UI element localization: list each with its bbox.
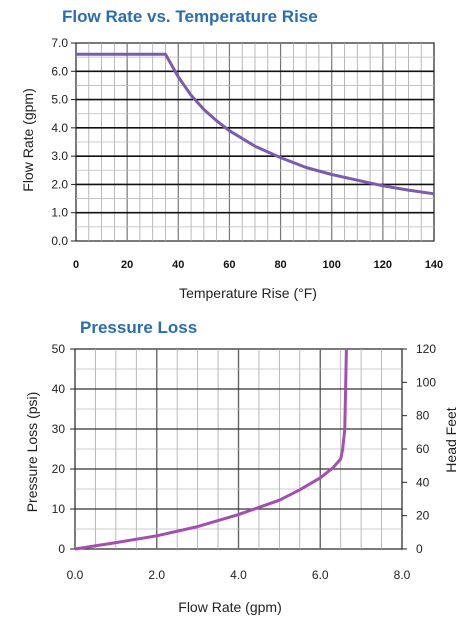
chart2-x-tick-label: 6.0 bbox=[312, 568, 329, 582]
chart2-y2-ticks: 0 20 40 60 80 100 120 bbox=[402, 342, 436, 556]
chart1-y-tick-label: 6.0 bbox=[51, 64, 68, 78]
flow-rate-vs-temperature-chart: Flow Rate vs. Temperature Rise 0.0 1.0 2.0… bbox=[20, 7, 443, 301]
chart2-y-axis-label: Pressure Loss (psi) bbox=[24, 392, 40, 513]
chart2-x-tick-label: 0.0 bbox=[67, 568, 84, 582]
chart2-y2-tick-label: 20 bbox=[416, 509, 430, 523]
chart2-y-tick-label: 0 bbox=[58, 542, 65, 556]
chart2-x-tick-label: 2.0 bbox=[148, 568, 165, 582]
pressure-loss-chart: Pressure Loss 0 10 20 30 40 50 0 20 40 60 80 100 12… bbox=[24, 318, 459, 615]
chart2-y2-tick-label: 120 bbox=[416, 342, 436, 356]
chart2-x-tick-label: 4.0 bbox=[230, 568, 247, 582]
chart1-y-ticks: 0.0 1.0 2.0 3.0 4.0 5.0 6.0 7.0 bbox=[51, 36, 76, 248]
chart1-title: Flow Rate vs. Temperature Rise bbox=[62, 7, 318, 26]
chart2-x-tick-label: 8.0 bbox=[394, 568, 411, 582]
chart1-x-tick-label: 80 bbox=[274, 259, 286, 271]
chart2-y-tick-label: 20 bbox=[52, 462, 66, 476]
chart1-x-tick-label: 20 bbox=[121, 259, 133, 271]
chart1-x-tick-label: 100 bbox=[323, 259, 341, 271]
chart2-y-tick-label: 30 bbox=[52, 422, 66, 436]
chart2-y2-tick-label: 40 bbox=[416, 475, 430, 489]
chart1-x-tick-label: 120 bbox=[374, 259, 392, 271]
chart2-y2-tick-label: 100 bbox=[416, 375, 436, 389]
chart2-y-tick-label: 40 bbox=[52, 382, 66, 396]
chart2-y2-tick-label: 60 bbox=[416, 442, 430, 456]
chart1-x-axis-label: Temperature Rise (°F) bbox=[179, 285, 317, 301]
chart1-x-ticks: 0 20 40 60 80 100 120 140 bbox=[73, 259, 443, 271]
chart1-x-tick-label: 40 bbox=[172, 259, 184, 271]
chart2-y2-axis-label: Head Feet bbox=[443, 407, 459, 472]
chart2-x-axis-label: Flow Rate (gpm) bbox=[178, 599, 281, 615]
chart1-y-tick-label: 3.0 bbox=[51, 149, 68, 163]
chart1-y-tick-label: 0.0 bbox=[51, 234, 68, 248]
chart1-y-tick-label: 4.0 bbox=[51, 121, 68, 135]
chart1-x-tick-label: 140 bbox=[425, 259, 443, 271]
chart1-y-tick-label: 2.0 bbox=[51, 177, 68, 191]
chart2-x-ticks: 0.0 2.0 4.0 6.0 8.0 bbox=[67, 568, 411, 582]
chart2-y-ticks: 0 10 20 30 40 50 bbox=[52, 342, 75, 556]
chart1-series-line bbox=[76, 52, 435, 196]
chart1-grid bbox=[75, 42, 435, 242]
chart2-grid bbox=[74, 348, 403, 550]
chart2-y-tick-label: 10 bbox=[52, 502, 66, 516]
chart1-y-tick-label: 7.0 bbox=[51, 36, 68, 50]
chart1-x-tick-label: 0 bbox=[73, 259, 79, 271]
chart1-y-axis-label: Flow Rate (gpm) bbox=[20, 88, 36, 191]
chart1-y-tick-label: 1.0 bbox=[51, 206, 68, 220]
chart1-y-tick-label: 5.0 bbox=[51, 93, 68, 107]
chart2-title: Pressure Loss bbox=[80, 318, 197, 337]
chart2-series-line bbox=[74, 348, 348, 551]
chart2-y2-tick-label: 0 bbox=[416, 542, 423, 556]
chart2-y2-tick-label: 80 bbox=[416, 409, 430, 423]
chart1-x-tick-label: 60 bbox=[223, 259, 235, 271]
chart2-y-tick-label: 50 bbox=[52, 342, 66, 356]
